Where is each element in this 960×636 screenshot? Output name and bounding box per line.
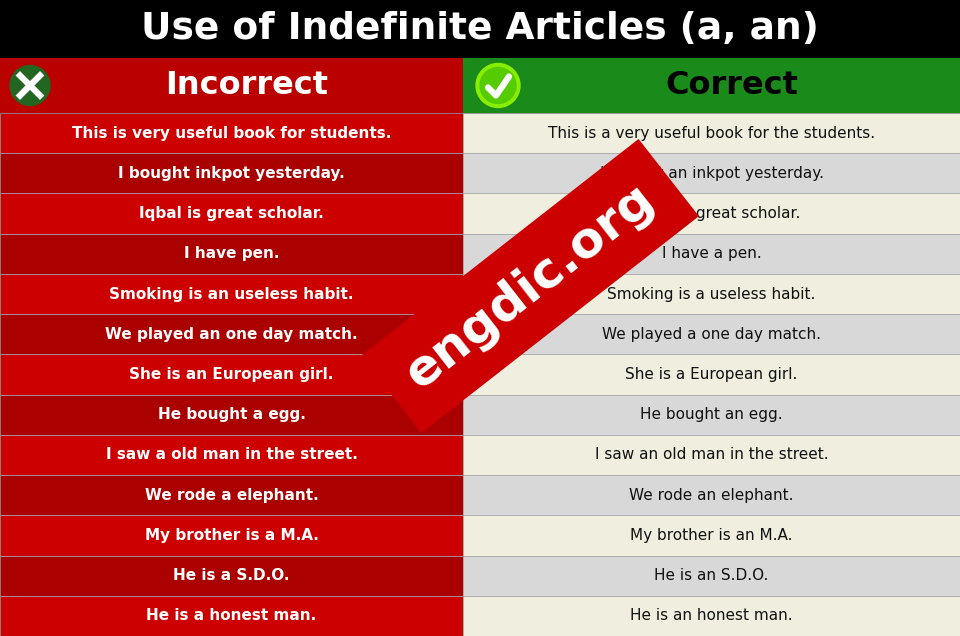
Bar xyxy=(463,515,960,555)
Text: He is an honest man.: He is an honest man. xyxy=(630,609,793,623)
Bar xyxy=(463,58,960,113)
Text: We played an one day match.: We played an one day match. xyxy=(106,327,358,342)
Bar xyxy=(0,314,463,354)
Bar xyxy=(0,354,463,394)
Bar xyxy=(0,233,463,274)
Text: engdic.org: engdic.org xyxy=(396,174,663,398)
Text: He is a S.D.O.: He is a S.D.O. xyxy=(173,568,290,583)
Text: My brother is an M.A.: My brother is an M.A. xyxy=(631,528,793,543)
Bar xyxy=(0,596,463,636)
Text: My brother is a M.A.: My brother is a M.A. xyxy=(145,528,319,543)
Bar xyxy=(463,394,960,435)
Bar xyxy=(0,515,463,555)
Circle shape xyxy=(10,66,50,106)
Bar xyxy=(463,314,960,354)
Bar xyxy=(463,233,960,274)
Text: I bought inkpot yesterday.: I bought inkpot yesterday. xyxy=(118,166,345,181)
Text: We rode an elephant.: We rode an elephant. xyxy=(629,488,794,502)
Bar xyxy=(463,113,960,153)
Text: Smoking is an useless habit.: Smoking is an useless habit. xyxy=(109,287,353,301)
Text: He is an S.D.O.: He is an S.D.O. xyxy=(655,568,769,583)
Text: Smoking is a useless habit.: Smoking is a useless habit. xyxy=(608,287,816,301)
Bar xyxy=(0,274,463,314)
Text: This is a very useful book for the students.: This is a very useful book for the stude… xyxy=(548,126,876,141)
Circle shape xyxy=(13,69,47,102)
Text: She is an European girl.: She is an European girl. xyxy=(130,367,334,382)
Bar xyxy=(463,475,960,515)
Bar xyxy=(0,58,463,113)
Bar xyxy=(463,354,960,394)
Circle shape xyxy=(480,67,516,104)
Bar xyxy=(0,394,463,435)
Bar xyxy=(463,555,960,596)
Text: He is a honest man.: He is a honest man. xyxy=(146,609,317,623)
Text: Iqbal is great scholar.: Iqbal is great scholar. xyxy=(139,206,324,221)
Circle shape xyxy=(476,64,520,107)
Text: I saw an old man in the street.: I saw an old man in the street. xyxy=(594,448,828,462)
Text: I have a pen.: I have a pen. xyxy=(661,246,761,261)
Text: I have pen.: I have pen. xyxy=(183,246,279,261)
Text: He bought a egg.: He bought a egg. xyxy=(157,407,305,422)
Bar xyxy=(0,193,463,233)
Text: He bought an egg.: He bought an egg. xyxy=(640,407,782,422)
Bar xyxy=(0,475,463,515)
Bar xyxy=(463,596,960,636)
Bar xyxy=(0,153,463,193)
Bar xyxy=(463,435,960,475)
Bar xyxy=(0,0,960,58)
Text: Correct: Correct xyxy=(665,70,798,101)
Text: Incorrect: Incorrect xyxy=(165,70,328,101)
Bar xyxy=(463,153,960,193)
Text: I saw a old man in the street.: I saw a old man in the street. xyxy=(106,448,357,462)
Text: Iqbal is a great scholar.: Iqbal is a great scholar. xyxy=(622,206,801,221)
Bar xyxy=(463,274,960,314)
Text: She is a European girl.: She is a European girl. xyxy=(625,367,798,382)
Bar xyxy=(0,555,463,596)
Text: We rode a elephant.: We rode a elephant. xyxy=(145,488,319,502)
Text: Use of Indefinite Articles (a, an): Use of Indefinite Articles (a, an) xyxy=(141,11,819,47)
Text: I bought an inkpot yesterday.: I bought an inkpot yesterday. xyxy=(599,166,824,181)
Text: We played a one day match.: We played a one day match. xyxy=(602,327,821,342)
Bar xyxy=(0,113,463,153)
Bar xyxy=(463,193,960,233)
Text: This is very useful book for students.: This is very useful book for students. xyxy=(72,126,391,141)
Bar xyxy=(0,435,463,475)
